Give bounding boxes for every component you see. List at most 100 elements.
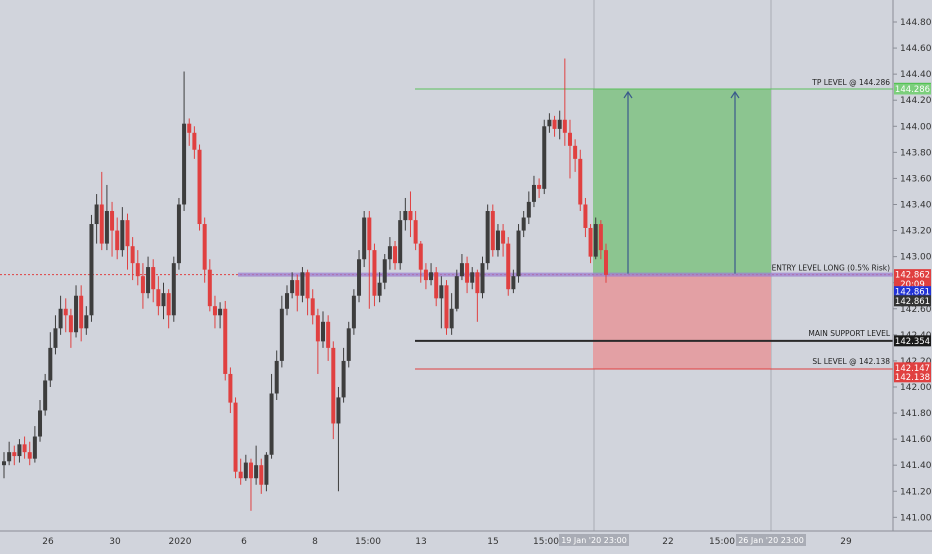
candle[interactable]	[182, 71, 187, 212]
candle[interactable]	[465, 256, 470, 294]
candle[interactable]	[171, 256, 176, 322]
candle[interactable]	[310, 289, 315, 325]
candle[interactable]	[495, 224, 500, 257]
candle[interactable]	[68, 308, 73, 348]
candle[interactable]	[408, 191, 413, 238]
candle[interactable]	[377, 272, 382, 303]
candle[interactable]	[434, 267, 439, 307]
candle[interactable]	[43, 373, 48, 416]
candle[interactable]	[27, 441, 32, 466]
candle[interactable]	[418, 240, 423, 283]
candle[interactable]	[228, 367, 233, 414]
candle[interactable]	[321, 311, 326, 348]
candle[interactable]	[135, 250, 140, 286]
candle[interactable]	[573, 139, 578, 172]
candle[interactable]	[362, 211, 367, 268]
candle[interactable]	[187, 118, 192, 146]
candle[interactable]	[501, 224, 506, 257]
candle[interactable]	[151, 259, 156, 303]
candle[interactable]	[413, 211, 418, 251]
candle[interactable]	[74, 285, 79, 338]
candle[interactable]	[588, 224, 593, 264]
candle[interactable]	[53, 315, 58, 355]
candle[interactable]	[506, 237, 511, 296]
candle[interactable]	[326, 315, 331, 361]
candle[interactable]	[233, 397, 238, 479]
candle[interactable]	[531, 175, 536, 208]
candle[interactable]	[459, 254, 464, 281]
candle[interactable]	[290, 272, 295, 299]
candle[interactable]	[207, 259, 212, 312]
candle[interactable]	[269, 373, 274, 459]
candle[interactable]	[351, 289, 356, 335]
candle[interactable]	[444, 280, 449, 335]
candle[interactable]	[115, 217, 120, 260]
target-zone[interactable]	[593, 88, 771, 275]
candle[interactable]	[305, 269, 310, 316]
candle[interactable]	[475, 269, 480, 322]
candle[interactable]	[547, 113, 552, 133]
candle[interactable]	[48, 332, 53, 387]
candle[interactable]	[449, 293, 454, 335]
candle[interactable]	[2, 452, 6, 479]
candle[interactable]	[598, 220, 603, 260]
candle[interactable]	[125, 213, 130, 270]
candle[interactable]	[429, 263, 434, 286]
candle[interactable]	[89, 214, 94, 322]
candle[interactable]	[218, 302, 223, 329]
candle[interactable]	[480, 256, 485, 299]
candle[interactable]	[197, 144, 202, 231]
candle[interactable]	[161, 282, 166, 320]
candle[interactable]	[84, 306, 89, 335]
candle[interactable]	[63, 298, 68, 333]
candle[interactable]	[398, 211, 403, 270]
candle[interactable]	[7, 441, 12, 466]
candle[interactable]	[403, 197, 408, 231]
candle[interactable]	[166, 289, 171, 329]
candle[interactable]	[259, 458, 264, 494]
candle[interactable]	[17, 439, 22, 463]
candle[interactable]	[104, 184, 109, 251]
candle[interactable]	[542, 119, 547, 195]
candle[interactable]	[393, 240, 398, 270]
stop-zone[interactable]	[593, 274, 771, 369]
candle[interactable]	[593, 217, 598, 260]
candle[interactable]	[223, 300, 228, 381]
candle[interactable]	[99, 171, 104, 251]
candle[interactable]	[331, 341, 336, 440]
candle[interactable]	[38, 400, 43, 442]
candle[interactable]	[387, 237, 392, 270]
candle[interactable]	[516, 224, 521, 283]
candle[interactable]	[248, 458, 253, 511]
candle[interactable]	[490, 204, 495, 257]
candle[interactable]	[357, 250, 362, 303]
candle[interactable]	[279, 295, 284, 368]
candle[interactable]	[254, 445, 259, 485]
candle[interactable]	[372, 243, 377, 307]
candle[interactable]	[485, 204, 490, 270]
candle[interactable]	[367, 211, 372, 309]
candle[interactable]	[58, 295, 63, 335]
candle[interactable]	[79, 285, 84, 342]
candle[interactable]	[604, 243, 608, 283]
candle[interactable]	[454, 269, 459, 312]
candle[interactable]	[274, 350, 279, 401]
candle[interactable]	[511, 269, 516, 294]
candle[interactable]	[110, 201, 115, 257]
candle[interactable]	[176, 197, 181, 270]
candle[interactable]	[423, 263, 428, 290]
candle[interactable]	[578, 149, 583, 212]
candle[interactable]	[32, 426, 37, 463]
candle[interactable]	[557, 110, 562, 140]
candle[interactable]	[315, 308, 320, 374]
candle[interactable]	[567, 119, 572, 179]
candle[interactable]	[526, 191, 531, 225]
candle[interactable]	[212, 295, 217, 329]
candle[interactable]	[583, 197, 588, 238]
candle[interactable]	[130, 237, 135, 281]
candle[interactable]	[12, 445, 17, 466]
candle[interactable]	[336, 386, 341, 492]
candle[interactable]	[439, 276, 444, 329]
